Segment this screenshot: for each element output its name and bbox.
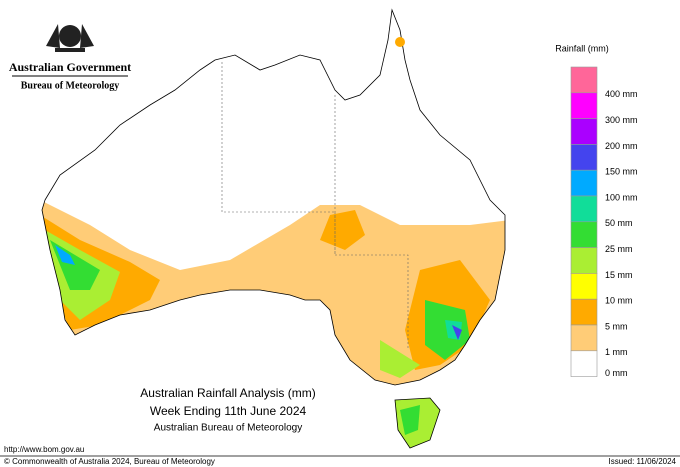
legend-label: 200 mm [605,141,638,151]
legend-swatch [570,273,598,300]
legend-swatch [570,118,598,145]
url: http://www.bom.gov.au [4,445,84,454]
legend-label: 50 mm [605,218,633,228]
title-line3: Australian Bureau of Meteorology [154,423,302,434]
legend-label: 300 mm [605,115,638,125]
legend-swatch [570,247,598,274]
crest [46,24,94,52]
legend-swatch [570,92,598,119]
legend-label: 400 mm [605,89,638,99]
legend-swatch [570,324,598,352]
legend-swatch [570,169,598,197]
legend-label: 0 mm [605,368,628,378]
title-line1: Australian Rainfall Analysis (mm) [140,386,315,400]
copyright: © Commonwealth of Australia 2024, Bureau… [4,457,215,466]
legend-label: 150 mm [605,167,638,177]
legend-label: 15 mm [605,270,633,280]
legend-label: 100 mm [605,192,638,202]
legend-label: 10 mm [605,296,633,306]
legend-swatch [570,195,598,223]
issued: Issued: 11/06/2024 [609,457,677,466]
bureau-name: Bureau of Meteorology [21,80,120,91]
legend-swatch [570,66,598,94]
legend-label: 5 mm [605,321,628,331]
legend-swatch [570,298,598,326]
legend-label: 1 mm [605,347,628,357]
gov-name: Australian Government [9,60,131,74]
legend-swatch [570,350,598,377]
title-line2: Week Ending 11th June 2024 [150,404,307,418]
legend: 400 mm 300 mm 200 mm 150 mm 100 mm 50 mm 25 mm… [570,66,638,378]
legend-swatch [570,144,598,171]
legend-label: 25 mm [605,244,633,254]
legend-title: Rainfall (mm) [555,43,609,53]
legend-swatch [570,221,598,248]
